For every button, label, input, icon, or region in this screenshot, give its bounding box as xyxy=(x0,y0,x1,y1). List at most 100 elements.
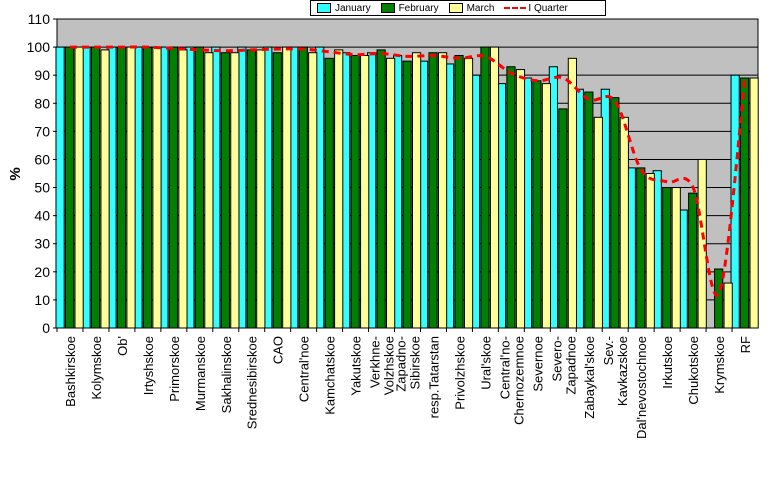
bar-february-15 xyxy=(428,52,438,329)
bar-february-1 xyxy=(64,46,75,329)
bar-february-27 xyxy=(740,77,750,329)
legend-swatch-january xyxy=(317,3,331,13)
bar-february-7 xyxy=(220,52,230,329)
x-tick-label: Central'noe xyxy=(297,336,312,402)
bar-march-19 xyxy=(541,83,552,329)
x-tick-label: Zapadno-Sibirskoe xyxy=(394,336,423,392)
legend-item-march: March xyxy=(448,2,495,14)
x-tick-label: Zabaykal'skoe xyxy=(582,336,597,419)
x-tick-label: Primorskoe xyxy=(167,336,182,402)
y-tick-label: 90 xyxy=(34,67,50,83)
bar-february-20 xyxy=(558,108,568,329)
bar-february-24 xyxy=(662,187,672,329)
bar-march-5 xyxy=(178,49,188,329)
legend-label-i-quarter: I Quarter xyxy=(528,2,568,14)
y-tick-label: 80 xyxy=(34,95,50,111)
bar-march-6 xyxy=(204,52,214,329)
bar-january-27 xyxy=(730,74,740,329)
bar-march-16 xyxy=(463,57,474,329)
bar-march-9 xyxy=(282,46,292,329)
bar-march-11 xyxy=(334,49,344,329)
bar-march-14 xyxy=(412,52,422,329)
bar-february-19 xyxy=(532,80,542,329)
bar-february-26 xyxy=(714,268,724,329)
bar-march-25 xyxy=(697,158,707,329)
bar-march-7 xyxy=(230,52,240,329)
bar-march-10 xyxy=(308,52,318,329)
bars xyxy=(55,46,759,329)
bar-february-22 xyxy=(610,97,620,329)
y-tick-label: 70 xyxy=(34,123,50,139)
x-tick-label: Privolzhskoe xyxy=(452,336,467,410)
bar-march-27 xyxy=(749,77,759,329)
y-axis: 0 10 20 30 40 50 60 70 80 90 100 110 xyxy=(27,11,57,336)
x-tick-label: Central'no-Chernozemnoe xyxy=(497,336,526,425)
x-tick-label: Verkhne-Volzhskoe xyxy=(368,336,397,395)
bar-february-18 xyxy=(506,66,516,329)
y-tick-label: 40 xyxy=(34,208,50,224)
x-tick-label: Severo-Zapadnoe xyxy=(549,336,578,395)
y-axis-label: % xyxy=(7,167,24,180)
x-tick-label: Severnoe xyxy=(530,336,545,392)
legend-swatch-march xyxy=(448,3,463,13)
bar-february-3 xyxy=(116,46,127,329)
y-tick-label: 0 xyxy=(42,320,50,336)
y-tick-label: 30 xyxy=(34,236,50,252)
bar-march-3 xyxy=(126,46,136,329)
bar-february-17 xyxy=(480,46,490,329)
bar-february-4 xyxy=(142,46,153,329)
x-tick-label: Ural'skoe xyxy=(478,336,493,390)
bar-march-18 xyxy=(515,69,526,329)
x-tick-label: Kolymskoe xyxy=(89,336,104,400)
bar-march-22 xyxy=(619,116,629,329)
bar-february-16 xyxy=(454,55,464,329)
x-tick-label: Irtyshskoe xyxy=(141,336,156,395)
legend-item-february: February xyxy=(380,3,439,14)
bar-march-13 xyxy=(386,57,396,329)
x-tick-label: Krymskoe xyxy=(712,336,727,394)
bar-february-23 xyxy=(636,167,646,329)
x-tick-label: Yakutskoe xyxy=(349,336,364,396)
x-tick-label: CAO xyxy=(271,336,286,364)
x-tick-label: Sev.-Kavkazskoe xyxy=(601,336,630,406)
bar-march-1 xyxy=(74,46,84,329)
x-tick-label: Srednesibirskoe xyxy=(245,336,260,429)
bar-march-23 xyxy=(645,173,655,329)
bar-march-4 xyxy=(152,46,162,329)
y-tick-label: 100 xyxy=(27,39,51,55)
x-tick-label: Chukotskoe xyxy=(686,336,701,405)
legend-item-january: January xyxy=(317,3,371,14)
x-tick-label: Kamchatskoe xyxy=(323,336,338,415)
bar-february-21 xyxy=(584,91,594,329)
bar-march-21 xyxy=(593,116,603,329)
bar-february-8 xyxy=(246,49,256,329)
legend-label-march: March xyxy=(466,2,495,14)
bar-march-26 xyxy=(723,282,733,329)
bar-february-12 xyxy=(350,55,360,329)
legend: January February March I Quarter xyxy=(310,0,606,16)
legend-swatch-february xyxy=(380,3,395,13)
y-tick-label: 10 xyxy=(34,292,50,308)
bar-march-20 xyxy=(567,57,577,329)
bar-march-2 xyxy=(100,49,110,329)
bar-february-25 xyxy=(688,192,698,329)
bar-january-1 xyxy=(55,46,65,329)
bar-march-24 xyxy=(671,187,681,329)
y-tick-label: 50 xyxy=(34,180,50,196)
y-tick-label: 60 xyxy=(34,151,50,167)
bar-february-5 xyxy=(168,46,179,329)
legend-line-i-quarter xyxy=(504,7,527,9)
x-tick-label: Dal'nevostochnoe xyxy=(634,336,649,439)
x-tick-label: resp.Tatarstan xyxy=(426,336,441,418)
x-tick-label: Ob' xyxy=(115,336,130,356)
bar-march-12 xyxy=(360,55,370,329)
bar-march-8 xyxy=(256,49,266,329)
x-tick-label: Murmanskoe xyxy=(193,336,208,411)
bar-february-6 xyxy=(194,46,204,329)
bar-february-10 xyxy=(298,46,308,329)
y-tick-label: 110 xyxy=(28,11,51,27)
bar-february-9 xyxy=(272,52,282,329)
bar-february-2 xyxy=(90,46,101,329)
legend-item-i-quarter: I Quarter xyxy=(504,2,568,14)
